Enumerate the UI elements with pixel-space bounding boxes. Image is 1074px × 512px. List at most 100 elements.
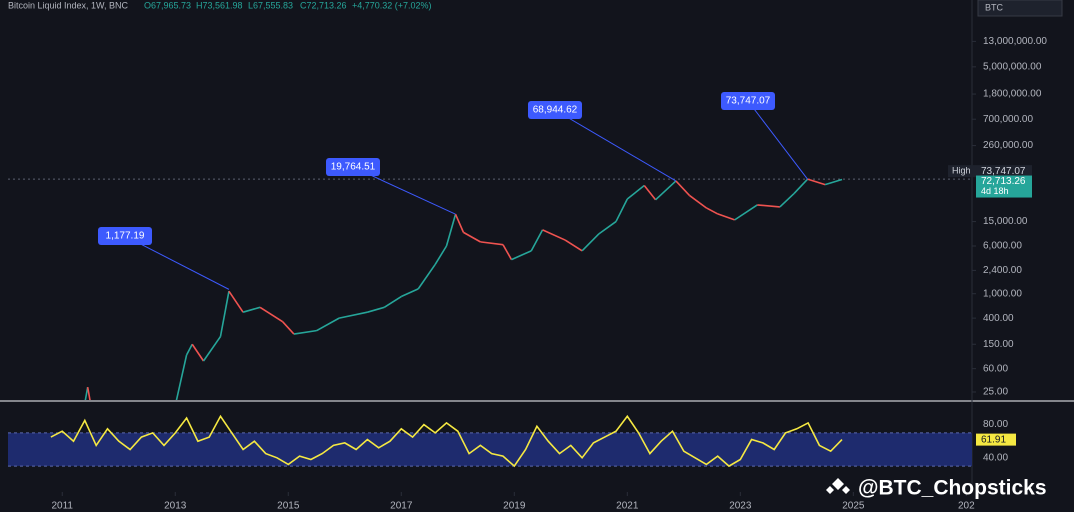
price-segment — [383, 295, 402, 308]
header: Bitcoin Liquid Index, 1W, BNC O67,965.73… — [8, 0, 432, 10]
y-tick-label: 60.00 — [983, 363, 1008, 374]
price-segment — [228, 290, 244, 313]
annotation-box — [528, 101, 582, 119]
annotation-label: 1,177.19 — [106, 231, 145, 242]
high-value-box — [976, 165, 1032, 178]
price-segment — [598, 220, 617, 235]
annotation-label: 73,747.07 — [726, 96, 771, 107]
price-segment — [434, 245, 448, 265]
countdown: 4d 18h — [981, 186, 1009, 196]
rsi-last: 61.91 — [981, 434, 1006, 445]
x-tick-label: 2025 — [842, 501, 865, 512]
rsi-line — [50, 414, 843, 468]
price-segment — [643, 185, 657, 201]
price-segment — [688, 194, 707, 209]
last-price: 72,713.26 — [981, 176, 1026, 187]
price-segment — [338, 311, 368, 319]
y-tick-label: 5,000,000.00 — [983, 61, 1042, 72]
header-close: C72,713.26 — [300, 0, 347, 10]
y-tick-label: 6,000.00 — [983, 241, 1022, 252]
price-segment — [824, 178, 843, 186]
watermark: @BTC_Chopsticks — [858, 477, 1047, 500]
x-tick-label: 2013 — [164, 501, 187, 512]
price-segment — [454, 213, 465, 233]
x-tick-label: 2011 — [51, 501, 73, 512]
price-segment — [242, 306, 261, 313]
price-segment — [463, 231, 481, 243]
price-segment — [779, 192, 795, 208]
y-tick-label: 700,000.00 — [983, 114, 1033, 125]
price-segment — [734, 204, 758, 221]
price-segment — [706, 207, 719, 215]
rsi-tick-label: 40.00 — [983, 452, 1008, 463]
annotation-leader — [554, 109, 677, 182]
price-segment — [542, 229, 566, 241]
header-high: H73,561.98 — [196, 0, 243, 10]
price-segment — [581, 233, 600, 252]
high-value: 73,747.07 — [981, 166, 1026, 177]
header-change: +4,770.32 (+7.02%) — [352, 0, 432, 10]
header-low: L67,555.83 — [248, 0, 293, 10]
price-segment — [564, 239, 583, 252]
price-segment — [530, 229, 544, 252]
high-label-box — [948, 165, 976, 178]
price-segment — [175, 354, 188, 400]
price-segment — [282, 321, 295, 335]
price-segment — [259, 306, 284, 323]
header-title: Bitcoin Liquid Index, 1W, BNC — [8, 0, 129, 10]
symbol-box[interactable] — [977, 0, 1063, 17]
price-segment — [757, 204, 780, 208]
price-segment — [293, 329, 317, 335]
header-open: O67,965.73 — [144, 0, 191, 10]
price-segment — [502, 244, 513, 260]
price-segment — [417, 263, 436, 290]
y-tick-label: 1,800,000.00 — [983, 89, 1042, 100]
y-tick-label: 25.00 — [983, 387, 1008, 398]
y-tick-label: 1,000.00 — [983, 288, 1022, 299]
annotation-leader — [747, 100, 808, 180]
watermark-icon — [826, 478, 850, 494]
x-tick-label: 2019 — [503, 501, 526, 512]
x-tick-label: 2017 — [390, 501, 413, 512]
high-label-name: High — [952, 166, 971, 176]
price-segment — [185, 343, 193, 356]
annotation-label: 19,764.51 — [331, 162, 376, 173]
price-segment — [480, 241, 504, 246]
annotation-box — [721, 92, 775, 110]
annotation-box — [326, 158, 380, 176]
y-tick-label: 260,000.00 — [983, 140, 1033, 151]
price-segment — [84, 386, 89, 400]
x-tick-label: 2023 — [729, 501, 752, 512]
price-segment — [400, 288, 419, 298]
price-segment — [511, 250, 532, 261]
price-series — [84, 178, 843, 400]
price-segment — [445, 214, 457, 247]
price-segment — [86, 386, 91, 400]
rsi-tick-label: 80.00 — [983, 419, 1008, 430]
last-price-box — [976, 175, 1032, 198]
rsi-last-box — [976, 433, 1016, 446]
x-tick-label: 2021 — [616, 501, 639, 512]
price-segment — [191, 343, 205, 362]
price-segment — [655, 180, 677, 201]
annotation-box — [98, 227, 152, 245]
x-tick-label: 2015 — [277, 501, 300, 512]
price-segment — [219, 291, 230, 337]
price-segment — [367, 306, 385, 313]
price-segment — [807, 178, 826, 186]
price-segment — [615, 198, 629, 222]
price-segment — [202, 336, 222, 362]
y-tick-label: 150.00 — [983, 339, 1014, 350]
x-tick-label: 202 — [958, 501, 975, 512]
symbol[interactable]: BTC — [985, 2, 1004, 12]
y-tick-label: 2,400.00 — [983, 265, 1022, 276]
y-tick-label: 15,000.00 — [983, 216, 1028, 227]
y-tick-label: 400.00 — [983, 313, 1014, 324]
price-segment — [717, 213, 735, 221]
price-segment — [793, 178, 809, 195]
price-segment — [675, 180, 691, 196]
price-segment — [626, 184, 645, 200]
annotation-label: 68,944.62 — [533, 105, 578, 116]
y-tick-label: 13,000,000.00 — [983, 36, 1047, 47]
